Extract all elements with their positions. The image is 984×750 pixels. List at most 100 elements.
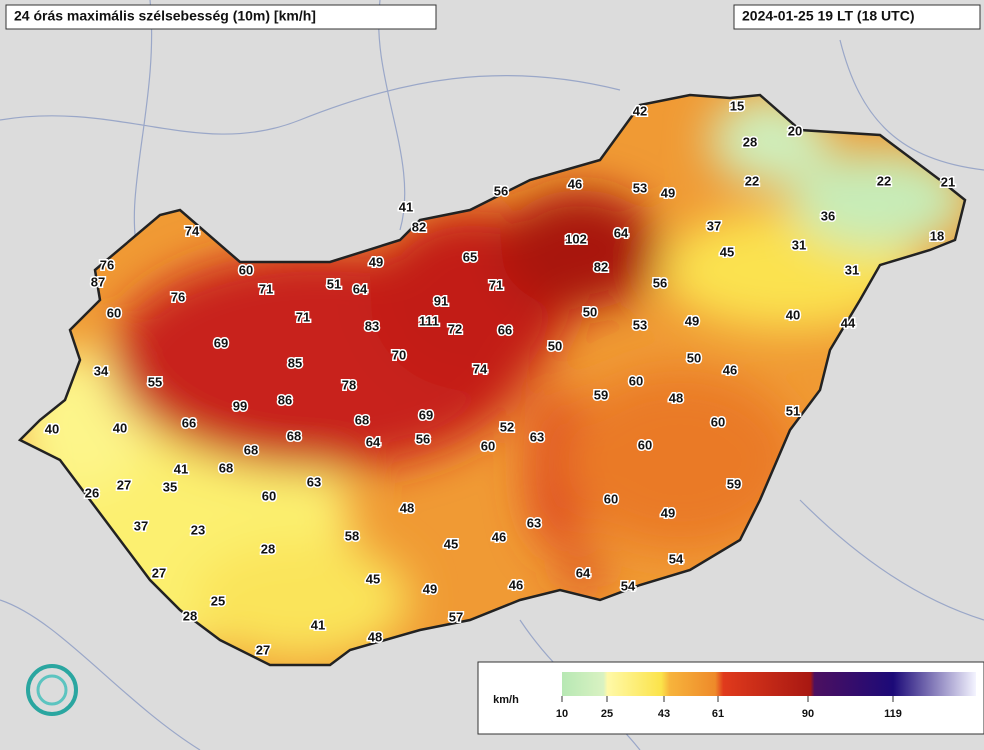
station-value: 37 [707,218,721,233]
station-value: 25 [211,593,225,608]
station-value: 60 [262,488,276,503]
station-value: 71 [259,281,273,296]
station-value: 78 [342,377,356,392]
station-value: 31 [845,262,859,277]
station-value: 87 [91,274,105,289]
station-value: 74 [185,223,200,238]
station-value: 49 [369,254,383,269]
station-value: 111 [419,313,439,328]
timestamp-box [733,4,981,30]
station-value: 50 [583,304,597,319]
station-value: 74 [473,361,488,376]
title-box [5,4,437,30]
title: 24 órás maximális szélsebesség (10m) [km… [14,8,316,24]
station-value: 44 [841,315,856,330]
station-value: 64 [353,281,368,296]
station-value: 45 [720,244,734,259]
station-value: 15 [730,98,744,113]
station-value: 60 [629,373,643,388]
station-value: 46 [492,529,506,544]
legend-tick-label: 90 [802,708,814,720]
station-value: 41 [174,461,188,476]
station-value: 36 [821,208,835,223]
station-value: 49 [661,185,675,200]
station-value: 53 [633,180,647,195]
station-value: 48 [400,500,414,515]
station-value: 60 [711,414,725,429]
station-value: 55 [148,374,162,389]
station-value: 49 [685,313,699,328]
station-value: 51 [327,276,341,291]
station-value: 54 [621,578,636,593]
station-value: 59 [594,387,608,402]
station-value: 71 [296,309,310,324]
station-value: 76 [171,289,185,304]
station-value: 68 [355,412,369,427]
station-value: 53 [633,317,647,332]
station-value: 26 [85,485,99,500]
station-value: 60 [604,491,618,506]
legend-colorbar [562,672,976,696]
legend-tick-label: 10 [556,708,568,720]
legend-tick-label: 119 [884,708,902,720]
station-value: 76 [100,257,114,272]
station-value: 58 [345,528,359,543]
station-value: 31 [792,237,806,252]
station-value: 28 [261,541,275,556]
timestamp: 2024-01-25 19 LT (18 UTC) [742,8,914,24]
station-value: 48 [368,629,382,644]
stations: 42 15 20 28 22 22 21 56 46 53 49 41 82 36 37 18 74 102 64 3… [43,97,956,659]
station-value: 28 [743,134,757,149]
legend-tick-label: 43 [658,708,670,720]
station-value: 63 [307,474,321,489]
station-value: 60 [481,438,495,453]
station-value: 22 [877,173,891,188]
station-value: 54 [669,551,684,566]
legend-ticks: 10 25 43 61 90 119 [556,696,902,720]
station-value: 86 [278,392,292,407]
station-value: 56 [653,275,667,290]
station-value: 66 [182,415,196,430]
station-value: 46 [509,577,523,592]
station-value: 60 [107,305,121,320]
station-value: 48 [669,390,683,405]
station-value: 41 [311,617,325,632]
station-value: 22 [745,173,759,188]
logo [26,664,78,716]
station-value: 27 [152,565,166,580]
station-value: 64 [614,225,629,240]
station-value: 63 [527,515,541,530]
station-value: 18 [930,228,944,243]
station-value: 66 [498,322,512,337]
station-value: 68 [244,442,258,457]
station-value: 28 [183,608,197,623]
station-value: 51 [786,403,800,418]
station-value: 27 [117,477,131,492]
station-value: 40 [786,307,800,322]
station-value: 69 [419,407,433,422]
station-value: 68 [219,460,233,475]
station-value: 35 [163,479,177,494]
station-value: 37 [134,518,148,533]
station-value: 50 [548,338,562,353]
legend-tick-label: 25 [601,708,613,720]
station-value: 85 [288,355,302,370]
station-value: 60 [239,262,253,277]
station-value: 27 [256,642,270,657]
legend-unit: km/h [493,694,519,706]
station-value: 57 [449,609,463,624]
station-value: 56 [416,431,430,446]
country-border [17,93,967,667]
station-value: 71 [489,277,503,292]
station-value: 50 [687,350,701,365]
station-value: 59 [727,476,741,491]
station-value: 65 [463,249,477,264]
station-value: 46 [723,362,737,377]
station-value: 56 [494,183,508,198]
station-value: 72 [448,321,462,336]
station-value: 52 [500,419,514,434]
station-value: 46 [568,176,582,191]
